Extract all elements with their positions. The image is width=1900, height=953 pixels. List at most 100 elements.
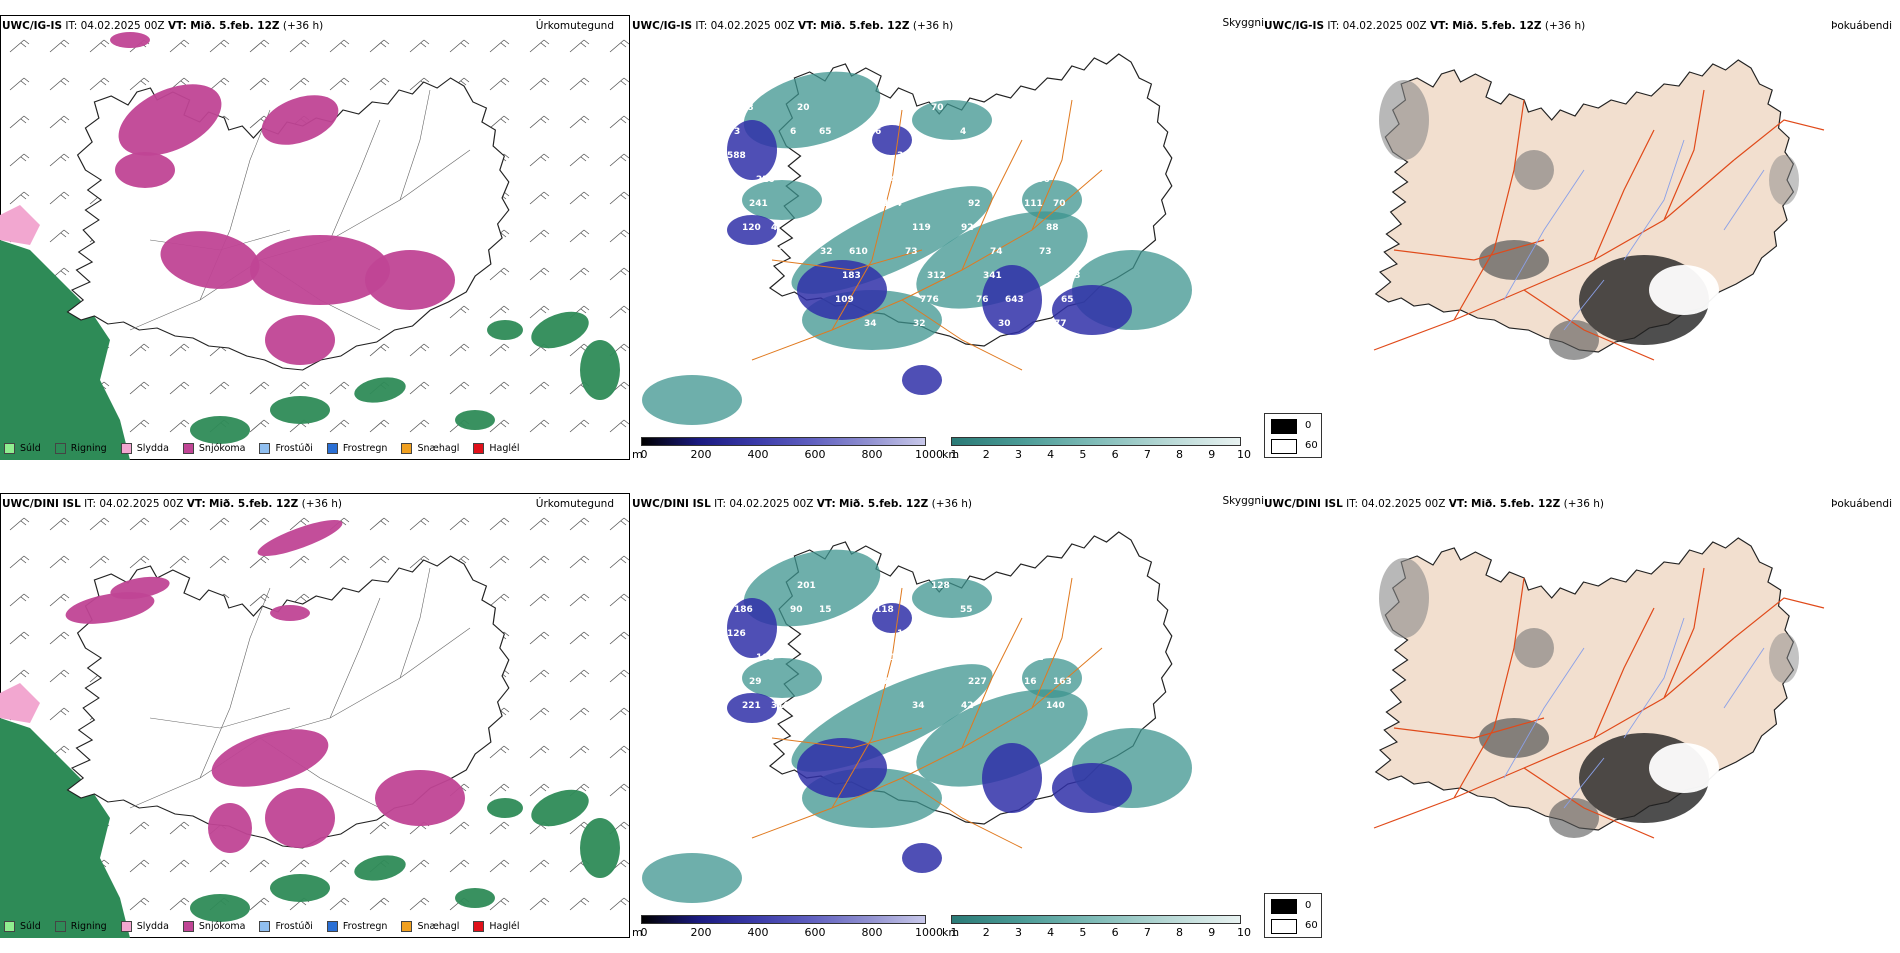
colorbar-tick: 400: [747, 926, 769, 939]
cloudbase-value-label: 111: [1024, 199, 1043, 209]
cloudbase-value-label: 16: [1024, 677, 1037, 687]
cloudbase-value-label: 8: [898, 271, 904, 281]
cloudbase-value-label: 78: [827, 223, 840, 233]
visibility-title: Skyggni: [1222, 17, 1265, 29]
legend-item-frostregn: Frostregn: [326, 920, 388, 932]
cloudbase-value-label: 140: [1046, 701, 1065, 711]
legend-label: Haglél: [489, 442, 520, 454]
legend-swatch: [120, 920, 132, 932]
panel-header: UWC/DINI ISL IT: 04.02.2025 00Z VT: Mið.…: [632, 498, 972, 510]
legend-label: Frostregn: [342, 920, 388, 932]
road-network: [1373, 89, 1825, 361]
legend-swatch: [259, 920, 271, 932]
legend-label: Snæhagl: [417, 442, 460, 454]
cloudbase-value-label: 7: [812, 151, 818, 161]
cloudbase-value-label: 29: [749, 677, 762, 687]
legend-label: Snjókoma: [198, 920, 246, 932]
cloudbase-value-label: 434: [712, 581, 731, 591]
fog-legend-black-value: 0: [1305, 900, 1312, 911]
legend-item-haglél: Haglél: [473, 442, 520, 454]
cloudbase-value-label: 128: [931, 581, 950, 591]
colorbar-tick: 3: [1014, 926, 1022, 939]
legend-swatch: [401, 442, 413, 454]
cloudbase-value-label: 30: [998, 319, 1011, 329]
cloudbase-value-label: 70: [931, 103, 944, 113]
colorbar-tick: 4: [1047, 926, 1055, 939]
colorbar-tick: 2: [982, 448, 990, 461]
cloudbase-value-label: 6: [875, 127, 881, 137]
cloudbase-value-label: 118: [875, 605, 894, 615]
cloudbase-value-label: 275: [882, 103, 901, 113]
cloudbase-value-label: 109: [835, 295, 854, 305]
cloudbase-visibility-panel: 462 20 275 70 604 98 6 6 4 18 3 65 4 1 667 588 7 3 10 206 22…: [632, 0, 1264, 475]
legend-item-rigning: Rigning: [54, 920, 107, 932]
legend-swatch: [182, 920, 194, 932]
colorbar-tick: 10: [1237, 448, 1251, 461]
cloudbase-value-label: 341: [983, 271, 1002, 281]
cloudbase-value-label: 15: [819, 605, 832, 615]
legend-label: Frostúði: [275, 442, 313, 454]
colorbar-tick: 8: [1176, 448, 1184, 461]
colorbar-tick: 9: [1208, 448, 1216, 461]
legend-item-snjókoma: Snjókoma: [182, 442, 245, 454]
cloudbase-value-label: 18: [1009, 127, 1022, 137]
cloudbase-value-label: 93: [1068, 271, 1081, 281]
precip-type-panel: UWC/DINI ISL IT: 04.02.2025 00Z VT: Mið.…: [0, 478, 632, 953]
legend-item-frostúði: Frostúði: [259, 442, 313, 454]
cloudbase-value-label: 129: [953, 629, 972, 639]
legend-swatch: [4, 920, 15, 932]
cloudbase-value-label: 474: [779, 319, 798, 329]
visibility-title: Skyggni: [1222, 495, 1265, 507]
colorbar-tick: 600: [804, 448, 826, 461]
colorbar-tick: 5: [1079, 448, 1087, 461]
colorbar-tick: 200: [690, 448, 712, 461]
cloudbase-value-label: 172: [882, 581, 901, 591]
legend-label: Haglél: [489, 920, 520, 932]
legend-label: Frostregn: [342, 442, 388, 454]
cloudbase-value-label: 77: [1054, 319, 1067, 329]
colorbar-unit: m: [632, 926, 643, 939]
cloudbase-value-label: 90: [790, 605, 803, 615]
legend-swatch: [473, 442, 485, 454]
cloudbase-value-label: 535: [834, 677, 853, 687]
fog-index-legend: 0 60: [1264, 413, 1322, 458]
cloudbase-value-label: 158: [890, 653, 909, 663]
cloudbase-value-label: 104: [883, 199, 902, 209]
precip-type-title: Úrkomutegund: [535, 20, 614, 32]
cloudbase-value-label: 55: [960, 605, 973, 615]
cloudbase-value-label: 73: [883, 677, 896, 687]
precip-type-panel: UWC/IG-IS IT: 04.02.2025 00Z VT: Mið. 5.…: [0, 0, 632, 475]
legend-item-snæhagl: Snæhagl: [401, 442, 460, 454]
cloudbase-colorbar: m 0 200 400 600 800 1000: [632, 915, 943, 939]
cloudbase-value-label: 3: [734, 127, 740, 137]
legend-label: Snæhagl: [417, 920, 460, 932]
cloudbase-value-label: 163: [1053, 677, 1072, 687]
cloudbase-colorbar: m 0 200 400 600 800 1000: [632, 437, 943, 461]
panel-header: UWC/IG-IS IT: 04.02.2025 00Z VT: Mið. 5.…: [1264, 20, 1586, 32]
fog-legend-white-swatch: [1271, 919, 1297, 934]
cloudbase-value-label: 6: [790, 127, 796, 137]
cloudbase-value-label: 76: [976, 295, 989, 305]
cloudbase-value-label: 80: [757, 271, 770, 281]
fog-legend-black-swatch: [1271, 419, 1297, 434]
cloudbase-value-label: 667: [1038, 151, 1057, 161]
cloudbase-value-label: 3: [897, 151, 903, 161]
cloudbase-value-label: 88: [1046, 223, 1059, 233]
cloudbase-value-label: 4: [771, 223, 777, 233]
cloudbase-value-label: 32: [820, 247, 833, 257]
colorbar-tick: 8: [1176, 926, 1184, 939]
cloudbase-value-label: 3: [868, 629, 874, 639]
cloudbase-value-label: 40: [946, 653, 959, 663]
cloudbase-value-label: 241: [749, 199, 768, 209]
legend-swatch: [326, 920, 338, 932]
cloudbase-value-label: 98: [741, 103, 754, 113]
fog-index-panel: UWC/DINI ISL IT: 04.02.2025 00Z VT: Mið.…: [1264, 478, 1900, 953]
legend-item-súld: Súld: [4, 442, 41, 454]
fog-index-legend: 0 60: [1264, 893, 1322, 938]
rain-areas: [0, 205, 620, 460]
visibility-colorbar: km 1 2 3 4 5 6 7 8 9 10: [942, 915, 1252, 939]
colorbar-tick: 6: [1111, 448, 1119, 461]
rivers: [1503, 139, 1765, 331]
cloudbase-value-label: 776: [920, 295, 939, 305]
legend-swatch: [4, 442, 15, 454]
